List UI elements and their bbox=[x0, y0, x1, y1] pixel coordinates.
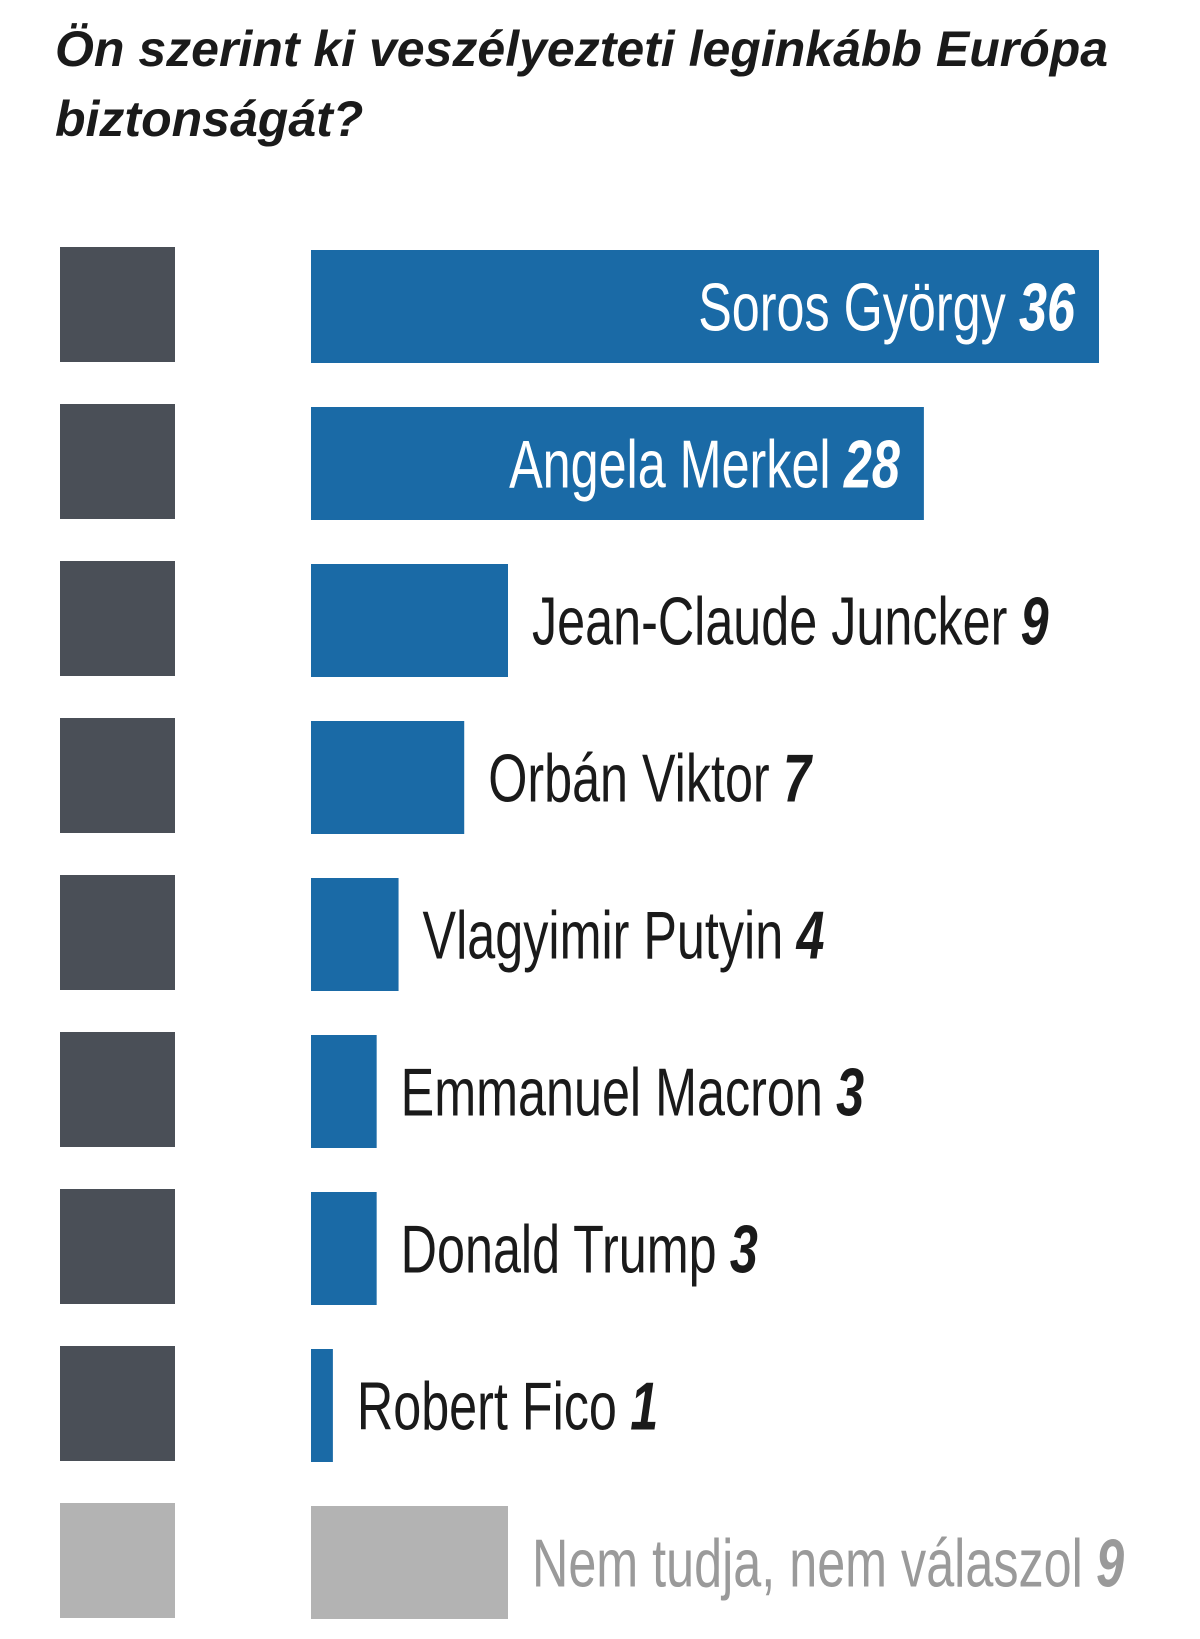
bar bbox=[311, 407, 924, 520]
value-label: 36 bbox=[1019, 269, 1076, 345]
category-label: Emmanuel Macron bbox=[401, 1054, 823, 1130]
photo bbox=[60, 404, 175, 519]
value-label: 28 bbox=[843, 426, 900, 502]
category-label: Soros György bbox=[698, 269, 1006, 345]
value-label: 3 bbox=[836, 1054, 864, 1130]
photo bbox=[60, 1346, 175, 1461]
category-label: Vlagyimir Putyin bbox=[423, 897, 784, 973]
photo bbox=[60, 718, 175, 833]
bar bbox=[311, 721, 465, 834]
bar-label: Angela Merkel 28 bbox=[509, 426, 900, 502]
category-label: Jean-Claude Juncker bbox=[532, 583, 1007, 659]
bar-label: Vlagyimir Putyin 4 bbox=[423, 897, 825, 973]
photo bbox=[60, 1503, 175, 1618]
bar-label: Jean-Claude Juncker 9 bbox=[532, 583, 1049, 659]
bar bbox=[311, 1349, 333, 1462]
category-label: Donald Trump bbox=[401, 1211, 717, 1287]
value-label: 1 bbox=[630, 1368, 658, 1444]
chart-title: Ön szerint ki veszélyezteti leginkább Eu… bbox=[55, 21, 1109, 147]
photo bbox=[60, 1032, 175, 1147]
bar-label: Emmanuel Macron 3 bbox=[401, 1054, 864, 1130]
value-label: 7 bbox=[783, 740, 813, 816]
value-label: 9 bbox=[1096, 1525, 1124, 1601]
bar bbox=[311, 564, 508, 677]
category-label: Nem tudja, nem válaszol bbox=[532, 1525, 1083, 1601]
bar bbox=[311, 878, 399, 991]
category-label: Robert Fico bbox=[357, 1368, 617, 1444]
bar bbox=[311, 1035, 377, 1148]
photo bbox=[60, 875, 175, 990]
value-label: 4 bbox=[796, 897, 825, 973]
photo bbox=[60, 247, 175, 362]
bar-label: Donald Trump 3 bbox=[401, 1211, 758, 1287]
bar bbox=[311, 250, 1099, 363]
photo bbox=[60, 561, 175, 676]
category-label: Angela Merkel bbox=[509, 426, 831, 502]
value-label: 9 bbox=[1021, 583, 1049, 659]
bar-label: Robert Fico 1 bbox=[357, 1368, 658, 1444]
value-label: 3 bbox=[730, 1211, 758, 1287]
bar-label: Orbán Viktor 7 bbox=[488, 740, 813, 816]
photo bbox=[60, 1189, 175, 1304]
bar bbox=[311, 1192, 377, 1305]
bar-label: Soros György 36 bbox=[698, 269, 1075, 345]
category-label: Orbán Viktor bbox=[488, 740, 769, 816]
bar bbox=[311, 1506, 508, 1619]
bar-label: Nem tudja, nem válaszol 9 bbox=[532, 1525, 1124, 1601]
